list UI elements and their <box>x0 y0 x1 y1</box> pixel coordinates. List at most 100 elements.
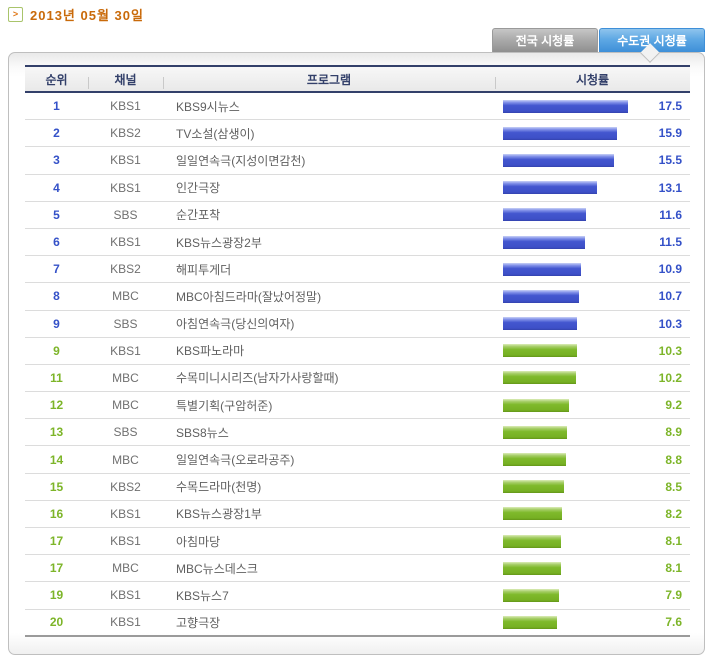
program-cell: MBC뉴스데스크 <box>176 561 258 576</box>
date-nav-arrow-icon[interactable]: > <box>8 7 23 22</box>
rank-cell: 7 <box>53 262 60 277</box>
rating-bar <box>503 588 559 602</box>
rating-cell: 8.9 <box>495 425 690 439</box>
rating-value: 7.6 <box>665 615 682 630</box>
table-row: 13 SBS SBS8뉴스 8.9 <box>25 419 690 447</box>
program-cell: KBS9시뉴스 <box>176 99 240 114</box>
rank-cell: 11 <box>50 370 63 385</box>
rank-cell: 16 <box>49 506 64 521</box>
rating-value: 10.9 <box>658 262 682 277</box>
table-row: 1 KBS1 KBS9시뉴스 17.5 <box>25 93 690 121</box>
rating-bar-track <box>503 317 633 331</box>
rating-bar-track <box>503 235 633 249</box>
rating-bar <box>503 534 561 548</box>
rating-bar-track <box>503 534 633 548</box>
program-cell: 수목드라마(천명) <box>176 480 262 495</box>
rating-bar-track <box>503 99 633 113</box>
program-cell: 아침마당 <box>176 534 221 549</box>
program-cell: 해피투게더 <box>176 262 232 277</box>
rank-cell: 1 <box>53 99 60 114</box>
rating-cell: 15.5 <box>495 153 690 167</box>
rating-value: 10.7 <box>658 289 682 304</box>
column-header-channel: 채널 <box>88 71 163 89</box>
table-row: 3 KBS1 일일연속극(지성이면감천) 15.5 <box>25 147 690 175</box>
rating-cell: 10.2 <box>495 371 690 385</box>
rating-bar-track <box>503 453 633 467</box>
channel-cell: SBS <box>113 425 138 440</box>
table-header-row: 순위 채널 프로그램 시청률 <box>25 65 690 93</box>
tab-national-ratings[interactable]: 전국 시청률 <box>492 28 598 52</box>
rating-bar <box>503 99 628 113</box>
rating-cell: 9.2 <box>495 398 690 412</box>
rank-cell: 4 <box>53 180 60 195</box>
table-row: 19 KBS1 KBS뉴스7 7.9 <box>25 582 690 610</box>
program-cell: 특별기획(구암허준) <box>176 398 273 413</box>
rating-bar <box>503 181 597 195</box>
rating-value: 8.5 <box>665 479 682 494</box>
rating-cell: 13.1 <box>495 181 690 195</box>
rank-cell: 6 <box>53 235 60 250</box>
table-row: 8 MBC MBC아침드라마(잘났어정말) 10.7 <box>25 283 690 311</box>
rating-cell: 8.2 <box>495 507 690 521</box>
rank-cell: 8 <box>53 289 60 304</box>
program-cell: KBS뉴스광장2부 <box>176 235 262 250</box>
rating-value: 11.5 <box>659 235 682 250</box>
rating-bar-track <box>503 126 633 140</box>
table-row: 14 MBC 일일연속극(오로라공주) 8.8 <box>25 446 690 474</box>
table-row: 7 KBS2 해피투게더 10.9 <box>25 256 690 284</box>
rating-value: 11.6 <box>659 207 682 222</box>
rank-cell: 3 <box>53 153 60 168</box>
rating-cell: 8.1 <box>495 534 690 548</box>
channel-cell: KBS1 <box>110 99 141 114</box>
channel-cell: MBC <box>112 289 139 304</box>
rating-cell: 7.9 <box>495 588 690 602</box>
channel-cell: MBC <box>112 370 139 385</box>
rating-bar-track <box>503 153 633 167</box>
rating-bar-track <box>503 561 633 575</box>
rank-cell: 9 <box>53 316 60 331</box>
program-cell: 고향극장 <box>176 615 221 630</box>
table-row: 9 KBS1 KBS파노라마 10.3 <box>25 338 690 365</box>
ratings-panel: 순위 채널 프로그램 시청률 1 KBS1 KBS9시뉴스 17.5 2 KBS… <box>8 43 705 655</box>
rating-bar-track <box>503 371 633 385</box>
table-row: 17 KBS1 아침마당 8.1 <box>25 528 690 556</box>
table-row: 20 KBS1 고향극장 7.6 <box>25 610 690 637</box>
rating-bar <box>503 317 577 331</box>
rating-bar <box>503 153 614 167</box>
program-cell: MBC아침드라마(잘났어정말) <box>176 289 322 304</box>
rating-value: 10.3 <box>658 343 682 358</box>
channel-cell: KBS2 <box>110 126 141 141</box>
rating-bar-track <box>503 181 633 195</box>
table-row: 4 KBS1 인간극장 13.1 <box>25 175 690 202</box>
rating-cell: 15.9 <box>495 126 690 140</box>
table-row: 2 KBS2 TV소설(삼생이) 15.9 <box>25 120 690 148</box>
rank-cell: 14 <box>49 452 64 467</box>
rating-bar <box>503 615 557 629</box>
rating-cell: 10.3 <box>495 317 690 331</box>
rating-value: 15.5 <box>658 153 682 168</box>
rating-bar-track <box>503 344 633 358</box>
rating-cell: 11.6 <box>495 208 690 222</box>
rating-value: 8.2 <box>665 506 682 521</box>
channel-cell: KBS1 <box>110 235 141 250</box>
program-cell: KBS뉴스7 <box>176 588 229 603</box>
date-label: 2013년 05월 30일 <box>30 8 144 23</box>
rank-cell: 15 <box>49 479 64 494</box>
rank-cell: 19 <box>49 588 64 603</box>
column-header-program: 프로그램 <box>163 71 495 89</box>
rating-value: 10.3 <box>658 316 682 331</box>
rating-value: 8.1 <box>665 561 682 576</box>
rating-bar <box>503 561 561 575</box>
table-row: 11 MBC 수목미니시리즈(남자가사랑할때) 10.2 <box>25 365 690 393</box>
rating-bar <box>503 425 567 439</box>
table-row: 9 SBS 아침연속극(당신의여자) 10.3 <box>25 311 690 338</box>
rating-value: 7.9 <box>665 588 682 603</box>
rating-cell: 11.5 <box>495 235 690 249</box>
rating-bar <box>503 398 569 412</box>
channel-cell: KBS1 <box>110 343 141 358</box>
rating-bar-track <box>503 208 633 222</box>
rating-bar <box>503 262 581 276</box>
rating-value: 8.8 <box>665 452 682 467</box>
ratings-tab-bar: 전국 시청률 수도권 시청률 <box>492 28 705 52</box>
rating-cell: 8.1 <box>495 561 690 575</box>
